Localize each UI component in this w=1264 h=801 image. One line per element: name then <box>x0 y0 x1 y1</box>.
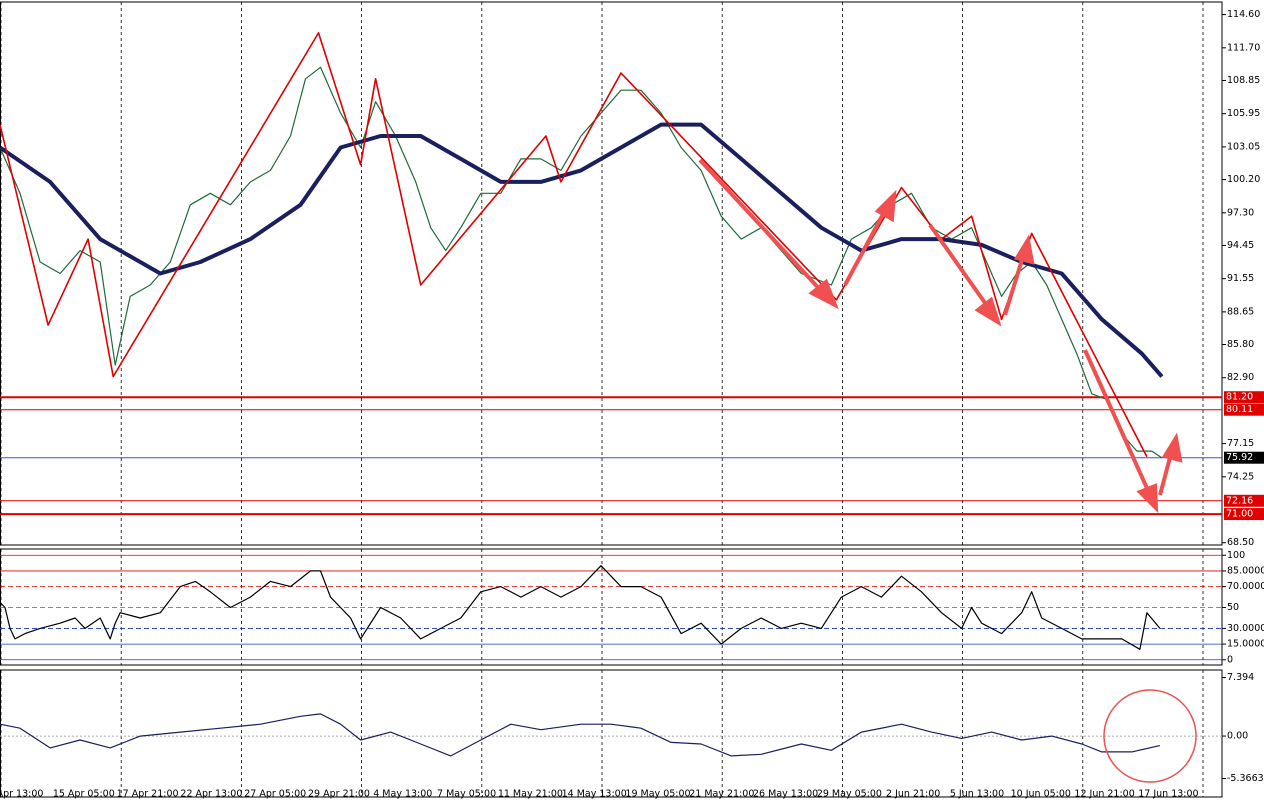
level-label: 71.00 <box>1226 509 1253 520</box>
y-tick-label: 88.65 <box>1227 306 1254 317</box>
series-line <box>0 66 1163 459</box>
x-tick-label: 10 Jun 05:00 <box>1011 789 1071 800</box>
x-tick-label: 2 Jun 21:00 <box>886 789 940 800</box>
y-tick-label: 68.50 <box>1227 537 1254 548</box>
y-tick-label: 114.60 <box>1227 9 1260 20</box>
panel-frame <box>0 669 1223 798</box>
x-tick-label: 5 Jun 13:00 <box>950 789 1004 800</box>
y-tick-label: 0.00 <box>1227 731 1248 742</box>
x-tick-label: 15 Apr 05:00 <box>53 789 115 800</box>
y-tick-label: 82.90 <box>1227 372 1254 383</box>
y-tick-label: 108.85 <box>1227 75 1260 86</box>
panel-frame <box>0 1 1223 546</box>
y-tick-label: -5.3663 <box>1227 773 1264 784</box>
x-tick-label: 26 May 13:00 <box>753 789 818 800</box>
y-tick-label: 74.25 <box>1227 471 1254 482</box>
y-tick-label: 103.05 <box>1227 141 1260 152</box>
level-label: 81.20 <box>1226 392 1253 403</box>
y-tick-label: 85.0000 <box>1227 565 1264 576</box>
x-tick-label: 19 May 05:00 <box>625 789 690 800</box>
y-tick-label: 105.95 <box>1227 108 1260 119</box>
y-tick-label: 0 <box>1227 654 1233 665</box>
x-tick-label: 14 May 13:00 <box>562 789 627 800</box>
panel-frame <box>0 548 1223 666</box>
series-line <box>0 713 1161 757</box>
y-tick-label: 15.0000 <box>1227 639 1264 650</box>
y-tick-label: 111.70 <box>1227 42 1260 53</box>
x-tick-label: Apr 13:00 <box>0 789 43 800</box>
x-tick-label: 11 May 21:00 <box>498 789 563 800</box>
level-box <box>1224 391 1264 404</box>
y-tick-label: 50 <box>1227 602 1239 613</box>
y-tick-label: 91.55 <box>1227 273 1254 284</box>
x-tick-label: 22 Apr 13:00 <box>180 789 242 800</box>
level-box <box>1224 451 1264 464</box>
y-tick-label: 100 <box>1227 550 1245 561</box>
y-tick-label: 7.394 <box>1227 672 1254 683</box>
x-tick-label: 12 Jun 21:00 <box>1074 789 1134 800</box>
x-tick-label: 27 Apr 05:00 <box>244 789 306 800</box>
x-tick-label: 29 Apr 21:00 <box>308 789 370 800</box>
y-tick-label: 100.20 <box>1227 174 1260 185</box>
y-tick-label: 85.80 <box>1227 339 1254 350</box>
y-tick-label: 77.15 <box>1227 438 1254 449</box>
y-tick-label: 30.0000 <box>1227 623 1264 634</box>
x-tick-label: 17 Apr 21:00 <box>117 789 179 800</box>
level-box <box>1224 403 1264 416</box>
x-tick-label: 29 May 05:00 <box>817 789 882 800</box>
x-tick-label: 4 May 13:00 <box>373 789 432 800</box>
x-tick-label: 17 Jun 13:00 <box>1138 789 1198 800</box>
series-line <box>0 122 1164 378</box>
y-tick-label: 94.45 <box>1227 240 1254 251</box>
level-box <box>1224 494 1264 507</box>
y-tick-label: 70.0000 <box>1227 581 1264 592</box>
series-line <box>0 565 1161 650</box>
y-tick-label: 97.30 <box>1227 207 1254 218</box>
series-line <box>0 32 1148 458</box>
level-label: 75.92 <box>1226 452 1253 463</box>
x-tick-label: 21 May 21:00 <box>689 789 754 800</box>
level-label: 72.16 <box>1226 495 1253 506</box>
level-label: 80.11 <box>1226 404 1253 415</box>
level-box <box>1224 508 1264 521</box>
x-tick-label: 7 May 05:00 <box>437 789 496 800</box>
annotations <box>698 158 1197 783</box>
